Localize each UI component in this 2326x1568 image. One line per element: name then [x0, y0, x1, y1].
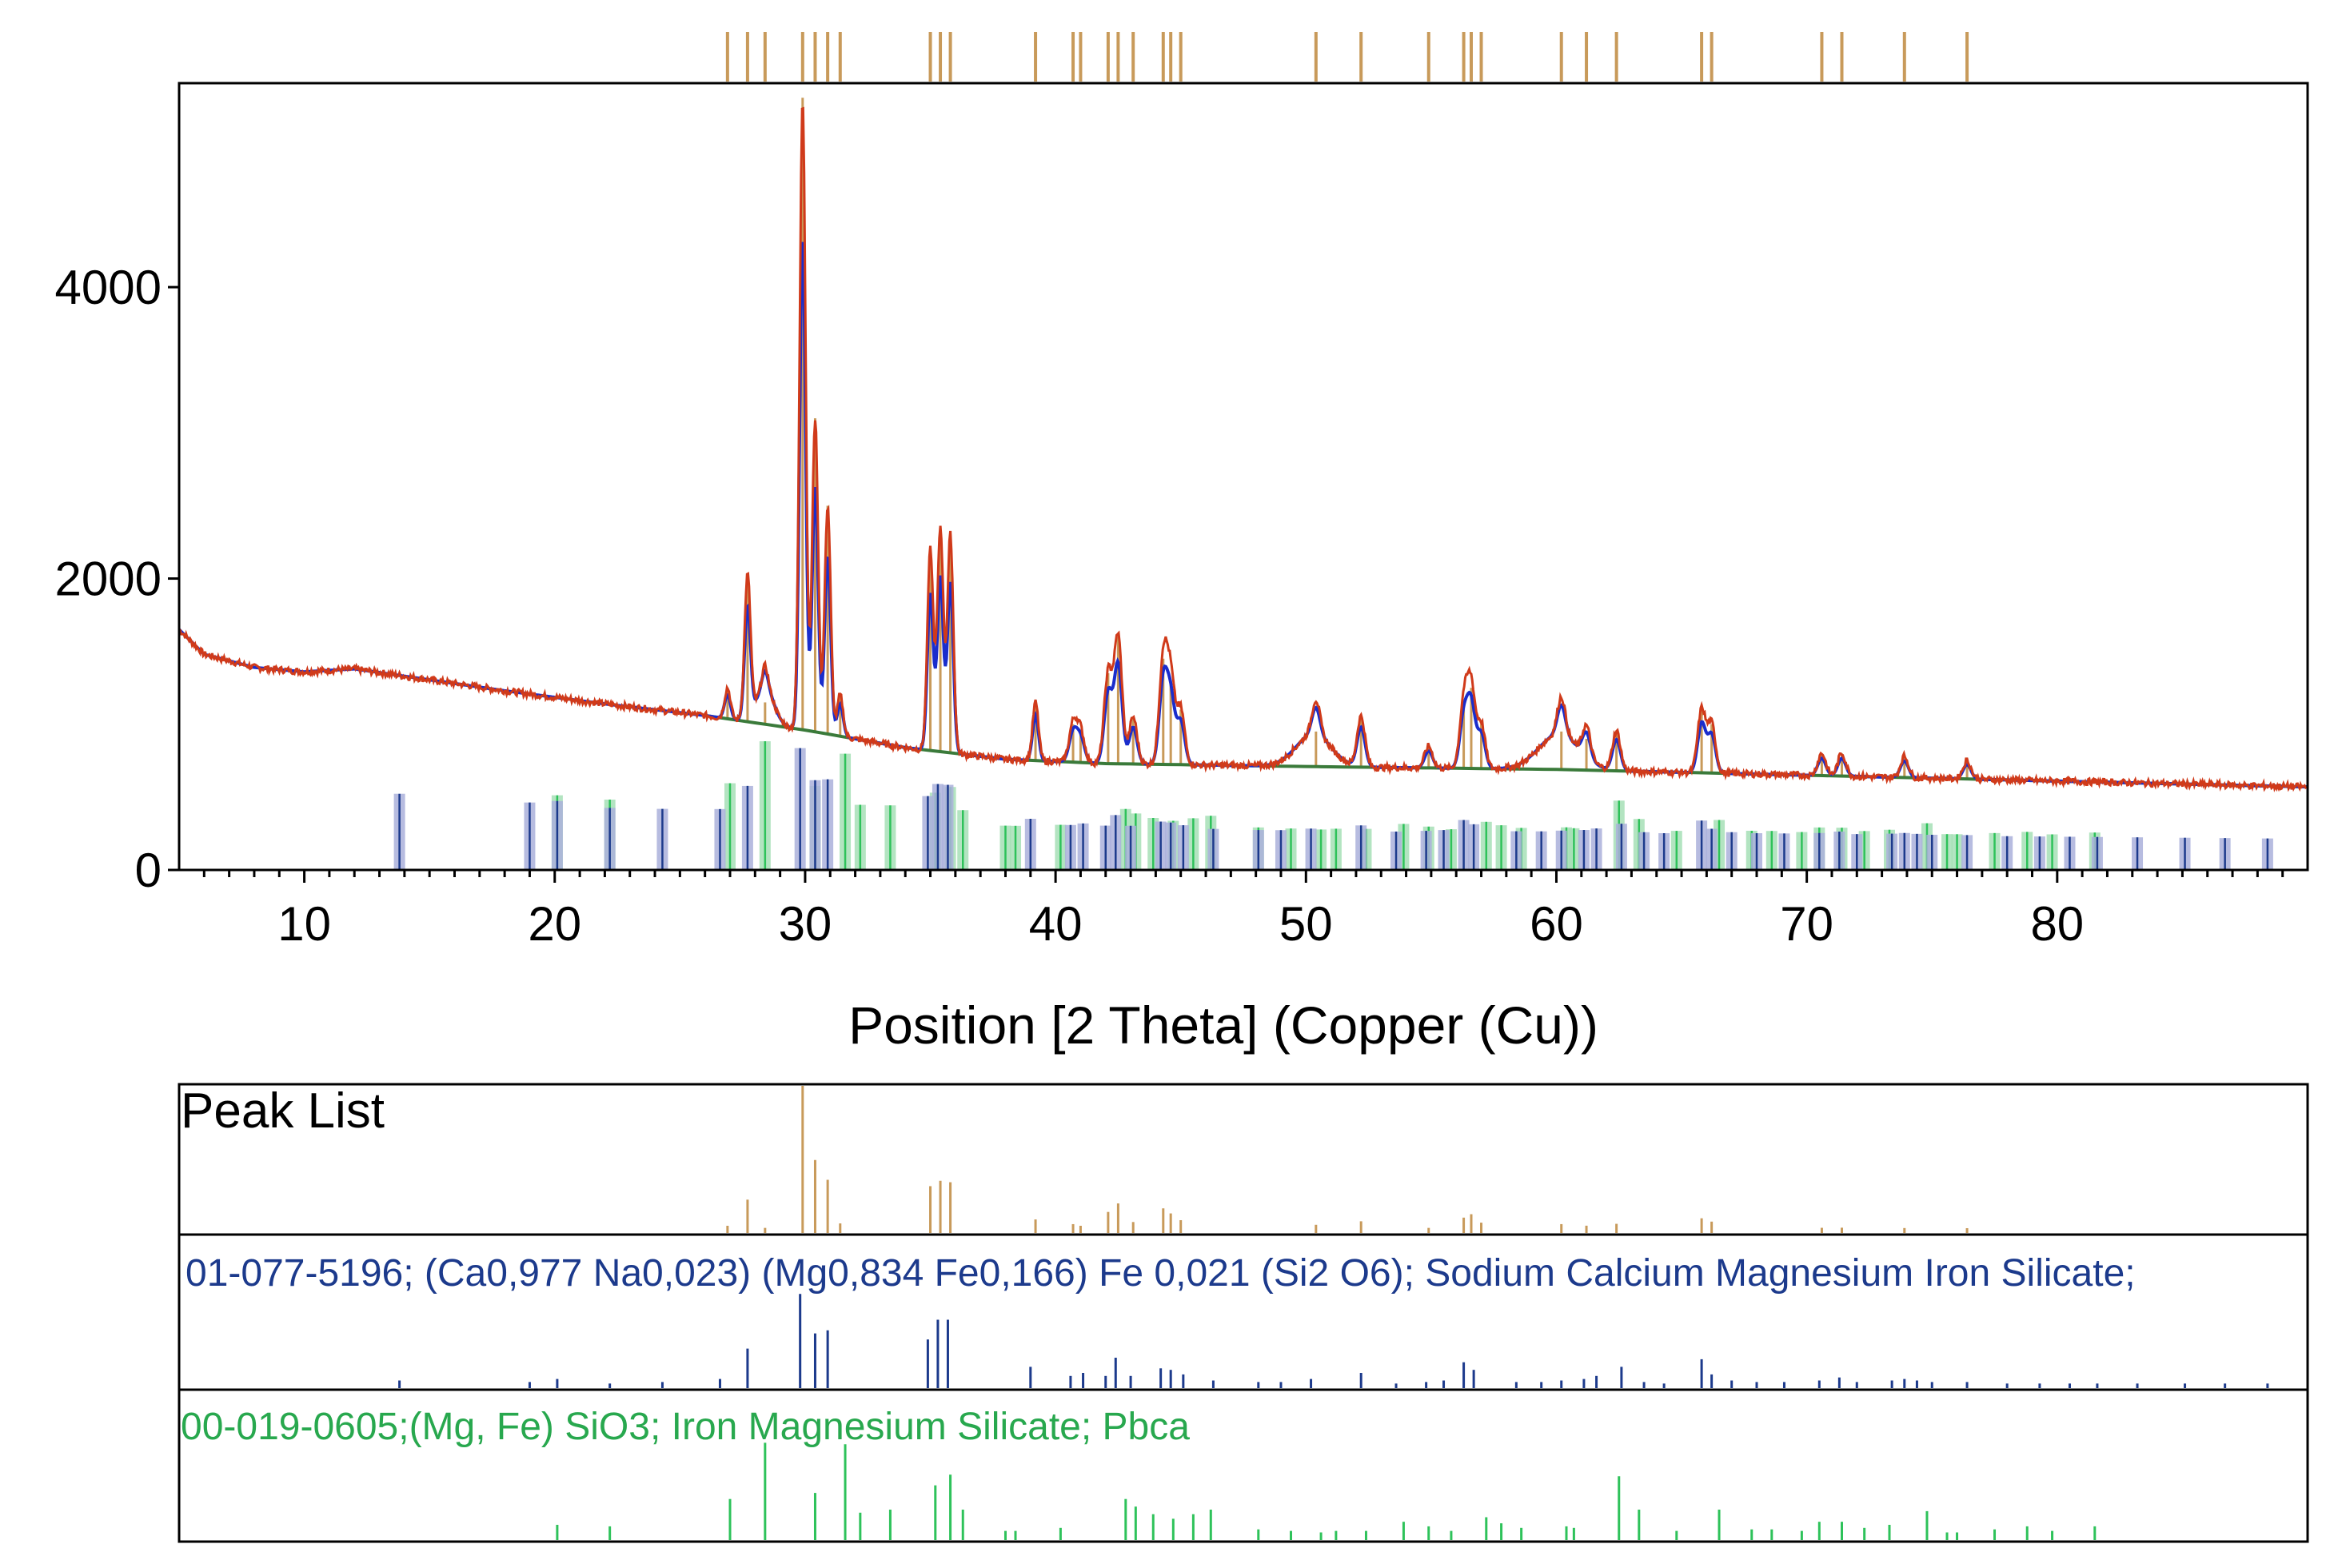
x-axis: 10 20 30 40 50 60 70 80	[202, 870, 2284, 951]
x-axis-title: Position [2 Theta] (Copper (Cu))	[848, 995, 1598, 1055]
x-tick-label: 70	[1780, 897, 1833, 951]
reference-pattern-2-panel: 00-019-0605;(Mg, Fe) SiO3; Iron Magnesiu…	[178, 1388, 2309, 1543]
peak-list-panel-frame	[178, 1083, 2309, 1236]
x-tick-label: 50	[1279, 897, 1333, 951]
x-tick-label: 20	[528, 897, 581, 951]
peak-list-title: Peak List	[181, 1083, 385, 1139]
reference-pattern-1-sticks	[398, 1294, 2269, 1388]
y-tick-label: 0	[135, 844, 162, 897]
reference-pattern-1-label: 01-077-5196; (Ca0,977 Na0,023) (Mg0,834 …	[186, 1252, 2136, 1295]
y-tick-label: 2000	[55, 553, 162, 606]
reference-pattern-1-panel: 01-077-5196; (Ca0,977 Na0,023) (Mg0,834 …	[178, 1233, 2309, 1391]
peak-list-panel: Peak List	[178, 1083, 2309, 1236]
peak-position-markers-top	[725, 32, 1969, 82]
main-plot-frame	[178, 82, 2309, 872]
background-curve	[704, 713, 2308, 789]
peak-list-sticks	[726, 1086, 1969, 1233]
x-tick-label: 40	[1029, 897, 1083, 951]
x-tick-label: 30	[779, 897, 832, 951]
reference-bars-main	[393, 741, 2273, 870]
observed-pattern-line	[178, 106, 2308, 792]
x-tick-label: 60	[1530, 897, 1583, 951]
y-axis: 0 2000 4000	[55, 261, 179, 897]
y-tick-label: 4000	[55, 261, 162, 314]
reference-pattern-2-frame	[178, 1388, 2309, 1543]
peak-list-sticks-main	[726, 98, 1969, 780]
x-tick-label: 80	[2030, 897, 2084, 951]
reference-pattern-2-sticks	[556, 1442, 2097, 1540]
main-plot: 0 2000 4000 10 20 30 40 50 60 70 80 Position [2 T…	[55, 82, 2309, 1055]
reference-pattern-2-label: 00-019-0605;(Mg, Fe) SiO3; Iron Magnesiu…	[181, 1406, 1190, 1448]
calculated-profile-line	[178, 241, 2307, 789]
x-tick-label: 10	[277, 897, 331, 951]
